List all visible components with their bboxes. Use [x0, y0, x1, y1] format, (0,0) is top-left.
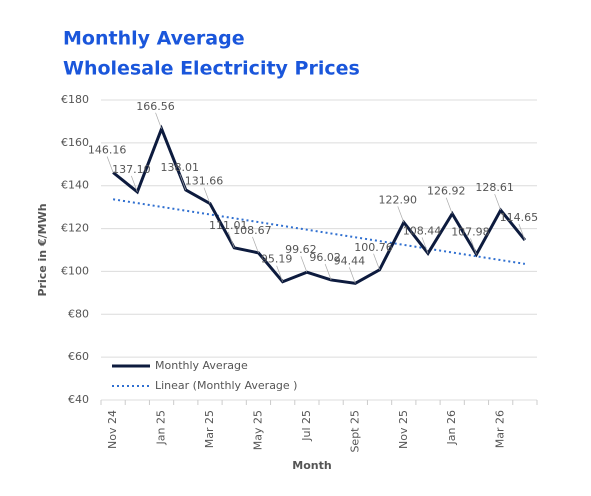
- legend-label: Linear (Monthly Average ): [155, 379, 297, 392]
- y-tick-label: €180: [61, 93, 89, 106]
- label-leader: [494, 193, 501, 211]
- data-label: 95.19: [261, 253, 293, 266]
- label-leader: [131, 175, 138, 193]
- y-tick-label: €40: [68, 393, 89, 406]
- label-leader: [349, 267, 356, 284]
- data-label: 94.44: [334, 254, 366, 267]
- label-leader: [373, 253, 380, 270]
- data-label: 131.66: [185, 175, 224, 188]
- data-label: 166.56: [136, 100, 175, 113]
- x-tick-label: Mar 26: [494, 410, 507, 448]
- label-leader: [106, 156, 114, 173]
- label-leader: [252, 236, 259, 253]
- data-label: 114.65: [500, 211, 539, 224]
- data-label: 126.92: [427, 185, 466, 198]
- label-leader: [203, 187, 211, 204]
- data-label: 138.01: [161, 161, 200, 174]
- y-tick-label: €60: [68, 350, 89, 363]
- x-tick-label: Jan 25: [155, 410, 168, 445]
- label-leader: [300, 256, 308, 273]
- label-leader: [155, 112, 162, 129]
- label-leader: [421, 237, 429, 254]
- data-label: 108.44: [403, 224, 442, 237]
- data-label: 100.76: [354, 241, 393, 254]
- data-label: 128.61: [475, 181, 514, 194]
- y-tick-label: €100: [61, 264, 89, 277]
- data-label: 137.10: [112, 163, 151, 176]
- x-tick-label: May 25: [251, 410, 264, 450]
- data-label: 99.62: [285, 243, 317, 256]
- label-leader: [397, 206, 405, 223]
- y-axis-title: Price in €/MWh: [36, 203, 49, 296]
- data-label: 111.01: [209, 219, 248, 232]
- label-leader: [276, 265, 283, 282]
- x-tick-label: Jan 26: [445, 410, 458, 445]
- label-leader: [518, 223, 526, 241]
- x-tick-label: Jul 25: [300, 410, 313, 442]
- legend-label: Monthly Average: [155, 359, 248, 372]
- y-tick-label: €160: [61, 136, 89, 149]
- label-leader: [179, 173, 187, 191]
- x-tick-label: Mar 25: [203, 410, 216, 448]
- data-label: 108.67: [233, 224, 272, 237]
- y-tick-label: €80: [68, 307, 89, 320]
- data-label: 146.16: [88, 144, 127, 157]
- x-tick-label: Nov 25: [397, 410, 410, 449]
- chart-subtitle: Wholesale Electricity Prices: [63, 58, 360, 80]
- y-tick-label: €140: [61, 179, 89, 192]
- label-leader: [470, 238, 477, 255]
- y-tick-label: €120: [61, 222, 89, 235]
- data-label: 122.90: [379, 193, 418, 206]
- label-leader: [445, 197, 453, 214]
- data-label: 107.98: [451, 225, 490, 238]
- chart-title: Monthly Average: [63, 28, 245, 50]
- label-leader: [324, 263, 332, 281]
- x-tick-label: Nov 24: [106, 410, 119, 449]
- label-leader: [227, 231, 235, 248]
- x-axis-title: Month: [292, 459, 331, 472]
- data-label: 96.02: [309, 251, 341, 264]
- x-tick-label: Sept 25: [348, 410, 361, 453]
